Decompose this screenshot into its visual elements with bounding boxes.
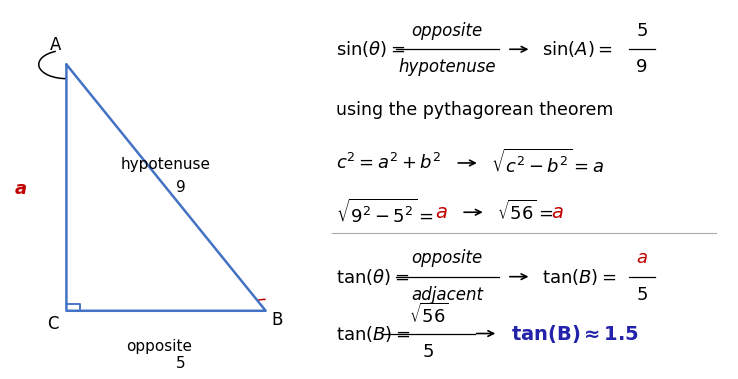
Text: $\sin(\theta)=$: $\sin(\theta)=$ <box>336 39 405 59</box>
Text: $\sqrt{56}$: $\sqrt{56}$ <box>409 303 449 327</box>
Text: opposite: opposite <box>412 22 483 40</box>
Text: $\tan(\theta)=$: $\tan(\theta)=$ <box>336 267 409 287</box>
Text: $c^2=a^2+b^2$: $c^2=a^2+b^2$ <box>336 153 441 173</box>
Text: 9: 9 <box>636 58 648 77</box>
Text: hypotenuse: hypotenuse <box>399 58 496 77</box>
Text: $\tan(B)=$: $\tan(B)=$ <box>542 267 617 287</box>
Text: opposite: opposite <box>412 249 483 268</box>
Text: $\bf{\it{a}}$: $\bf{\it{a}}$ <box>551 203 564 222</box>
Text: 5: 5 <box>636 22 648 40</box>
Text: 5: 5 <box>636 286 648 304</box>
Text: $\tan(B)=$: $\tan(B)=$ <box>336 324 410 343</box>
Text: $\sqrt{56}=$: $\sqrt{56}=$ <box>497 200 554 224</box>
Text: $\sqrt{9^2-5^2}=$: $\sqrt{9^2-5^2}=$ <box>336 198 433 226</box>
Text: adjacent: adjacent <box>411 286 483 304</box>
Text: hypotenuse: hypotenuse <box>121 157 211 172</box>
Text: 9: 9 <box>176 180 186 195</box>
Text: C: C <box>47 315 59 333</box>
Text: $\mathbf{tan}$$\mathbf{(B)}$$\mathbf{{\approx}1.5}$: $\mathbf{tan}$$\mathbf{(B)}$$\mathbf{{\a… <box>511 323 640 345</box>
Text: a: a <box>15 180 27 199</box>
Text: 5: 5 <box>176 356 186 371</box>
Text: $\sin(A)=$: $\sin(A)=$ <box>542 39 613 59</box>
Text: A: A <box>49 36 61 55</box>
Text: $\bf{\it{a}}$: $\bf{\it{a}}$ <box>435 203 448 222</box>
Text: $\bf{\it{a}}$: $\bf{\it{a}}$ <box>636 249 648 268</box>
Text: using the pythagorean theorem: using the pythagorean theorem <box>336 101 613 119</box>
Text: opposite: opposite <box>125 339 192 354</box>
Text: B: B <box>271 311 283 329</box>
Text: 5: 5 <box>423 343 435 361</box>
Text: $\sqrt{c^2-b^2}=a$: $\sqrt{c^2-b^2}=a$ <box>491 149 604 177</box>
